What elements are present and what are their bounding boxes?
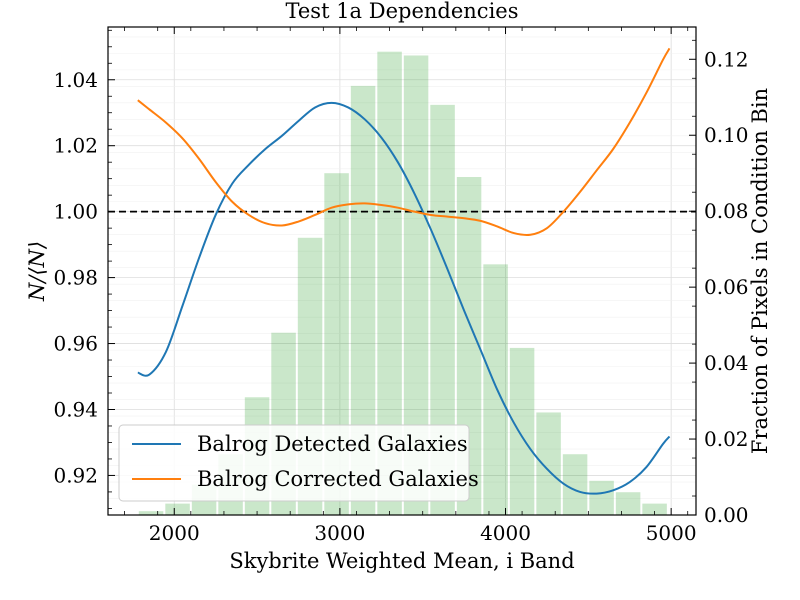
histogram-bar — [138, 511, 164, 515]
histogram-bar — [589, 480, 614, 515]
y-tick-label: 0.96 — [53, 332, 98, 356]
y-right-tick-label: 0.12 — [704, 47, 749, 71]
y-axis-label: N/⟨N⟩ — [25, 241, 49, 302]
chart-title: Test 1a Dependencies — [286, 0, 519, 23]
histogram-bar — [615, 492, 641, 515]
legend: Balrog Detected Galaxies Balrog Correcte… — [118, 424, 479, 502]
y-tick-label: 0.98 — [53, 266, 98, 290]
histogram-bar — [509, 347, 535, 515]
y-right-tick-label: 0.06 — [704, 275, 749, 299]
y-right-tick-label: 0.02 — [704, 427, 749, 451]
x-tick-label: 2000 — [149, 521, 200, 545]
histogram-bar — [165, 503, 190, 515]
y-right-tick-label: 0.04 — [704, 351, 749, 375]
x-tick-label: 5000 — [646, 521, 697, 545]
y-tick-label: 1.02 — [53, 134, 98, 158]
legend-label-corrected: Balrog Corrected Galaxies — [197, 467, 479, 491]
y-right-tick-label: 0.10 — [704, 123, 749, 147]
y-axis-right-label: Fraction of Pixels in Condition Bin — [748, 88, 772, 454]
x-tick-label: 4000 — [480, 521, 531, 545]
plot-frame — [107, 26, 697, 516]
y-right-tick-label: 0.00 — [704, 503, 749, 527]
y-right-tick-label: 0.08 — [704, 199, 749, 223]
y-tick-label: 0.94 — [53, 397, 98, 421]
histogram-bar — [642, 503, 667, 515]
series-line-detected — [137, 101, 671, 495]
series-lines — [137, 47, 671, 495]
series-line-corrected — [137, 47, 671, 237]
y-tick-label: 1.04 — [53, 68, 98, 92]
x-tick-label: 3000 — [314, 521, 365, 545]
histogram-bar — [536, 412, 561, 515]
histogram-bar — [483, 264, 508, 515]
y-tick-label: 1.00 — [53, 200, 98, 224]
axis-ticks: 2000 3000 4000 5000 0.92 0.94 0.96 0.98 1.00 1.02… — [53, 27, 749, 545]
x-axis-label: Skybrite Weighted Mean, i Band — [229, 549, 574, 573]
legend-label-detected: Balrog Detected Galaxies — [197, 432, 468, 456]
histogram-bar — [562, 454, 588, 515]
legend-box — [118, 424, 470, 502]
y-tick-label: 0.92 — [53, 463, 98, 487]
